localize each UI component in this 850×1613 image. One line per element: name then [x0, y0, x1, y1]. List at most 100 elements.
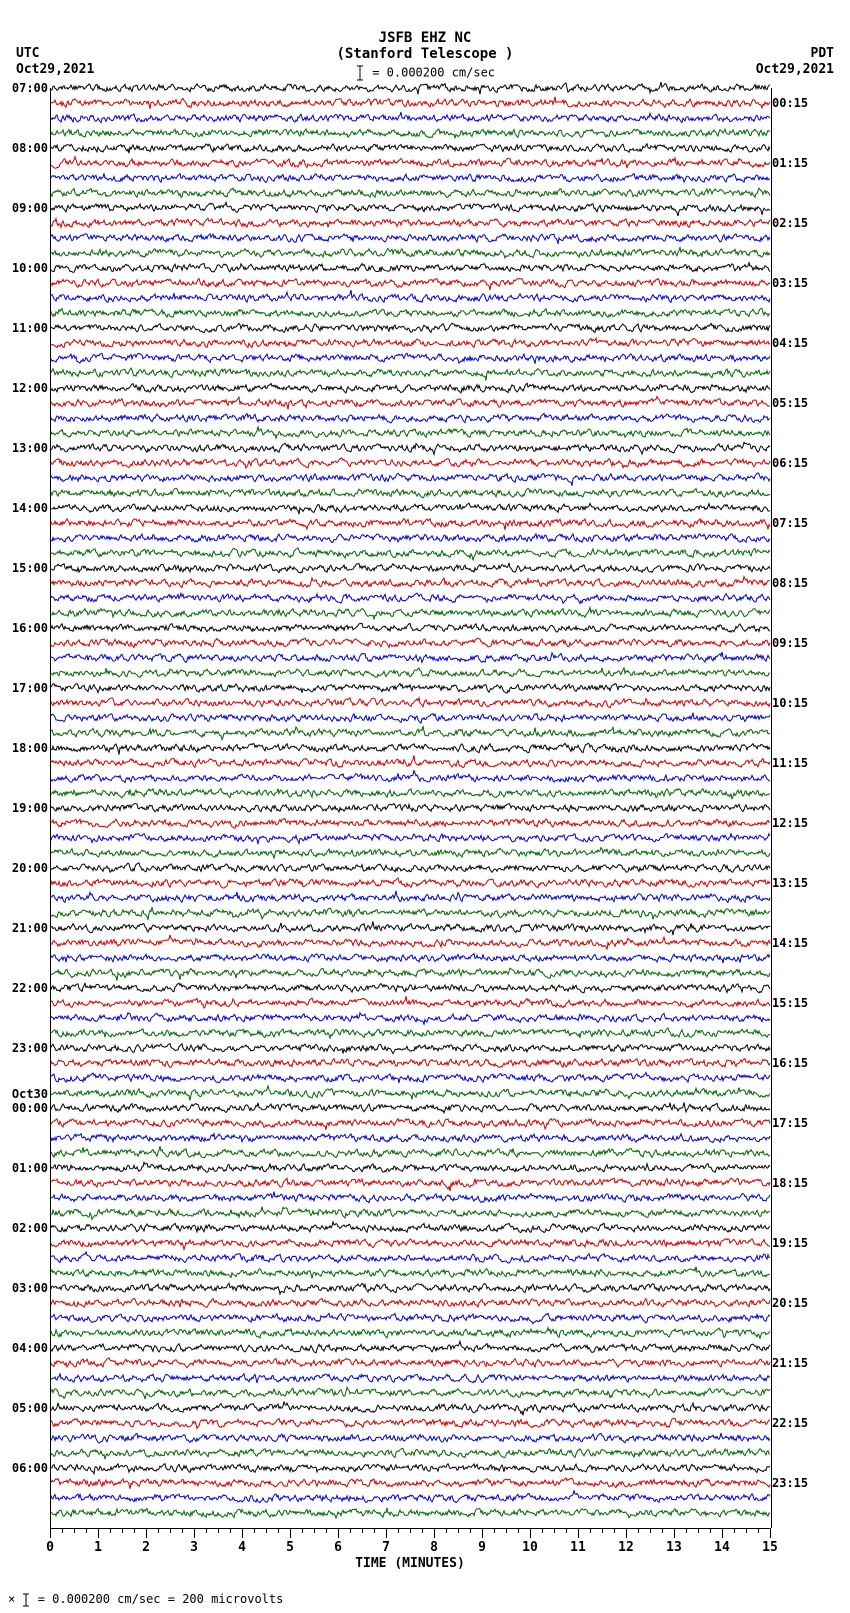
seismic-trace	[51, 515, 771, 531]
right-time-label: 22:15	[772, 1416, 808, 1430]
x-tick-minor	[110, 1528, 111, 1533]
seismic-trace	[51, 320, 771, 336]
left-time-label: 03:00	[12, 1281, 48, 1295]
seismic-trace	[51, 1010, 771, 1026]
seismic-trace	[51, 1235, 771, 1251]
footer-scale: × = 0.000200 cm/sec = 200 microvolts	[8, 1592, 283, 1607]
seismic-trace	[51, 380, 771, 396]
left-time-label: 22:00	[12, 981, 48, 995]
left-time-label: 17:00	[12, 681, 48, 695]
seismic-trace	[51, 1250, 771, 1266]
x-tick-minor	[218, 1528, 219, 1533]
seismic-trace	[51, 830, 771, 846]
x-tick-minor	[662, 1528, 663, 1533]
seismic-trace	[51, 800, 771, 816]
seismic-trace	[51, 275, 771, 291]
x-tick-label: 8	[430, 1540, 438, 1555]
x-tick-label: 0	[46, 1540, 54, 1555]
left-time-label: 18:00	[12, 741, 48, 755]
x-tick-minor	[590, 1528, 591, 1533]
seismic-trace	[51, 1100, 771, 1116]
seismic-trace	[51, 950, 771, 966]
footer-prefix: ×	[8, 1592, 15, 1606]
x-tick-minor	[302, 1528, 303, 1533]
x-tick-label: 5	[286, 1540, 294, 1555]
seismic-trace	[51, 725, 771, 741]
left-time-label: 14:00	[12, 501, 48, 515]
x-tick-label: 15	[762, 1540, 778, 1555]
seismic-trace	[51, 290, 771, 306]
x-tick-minor	[362, 1528, 363, 1533]
x-tick-minor	[74, 1528, 75, 1533]
seismic-trace	[51, 1085, 771, 1101]
x-tick-minor	[422, 1528, 423, 1533]
x-tick-label: 13	[666, 1540, 682, 1555]
seismic-trace	[51, 140, 771, 156]
left-time-label: 23:00	[12, 1041, 48, 1055]
x-tick-major	[98, 1528, 99, 1538]
seismic-trace	[51, 770, 771, 786]
x-tick-minor	[494, 1528, 495, 1533]
seismic-trace	[51, 1295, 771, 1311]
seismic-trace	[51, 410, 771, 426]
x-tick-minor	[206, 1528, 207, 1533]
date-rollover-label: Oct30	[12, 1087, 48, 1101]
right-time-label: 03:15	[772, 276, 808, 290]
x-tick-major	[242, 1528, 243, 1538]
x-tick-major	[338, 1528, 339, 1538]
seismic-trace	[51, 545, 771, 561]
x-tick-label: 10	[522, 1540, 538, 1555]
x-tick-minor	[710, 1528, 711, 1533]
x-tick-major	[482, 1528, 483, 1538]
footer-text: = 0.000200 cm/sec = 200 microvolts	[38, 1592, 284, 1606]
right-time-label: 12:15	[772, 816, 808, 830]
seismic-trace	[51, 755, 771, 771]
seismic-trace	[51, 1385, 771, 1401]
seismic-trace	[51, 230, 771, 246]
seismic-trace	[51, 470, 771, 486]
seismic-trace	[51, 1505, 771, 1521]
x-tick-label: 7	[382, 1540, 390, 1555]
x-tick-minor	[734, 1528, 735, 1533]
x-tick-minor	[374, 1528, 375, 1533]
seismic-trace	[51, 1265, 771, 1281]
seismic-trace	[51, 455, 771, 471]
x-tick-major	[722, 1528, 723, 1538]
x-tick-minor	[410, 1528, 411, 1533]
x-tick-minor	[134, 1528, 135, 1533]
seismic-trace	[51, 350, 771, 366]
seismic-trace	[51, 1205, 771, 1221]
seismic-trace	[51, 665, 771, 681]
seismic-trace	[51, 1460, 771, 1476]
x-tick-minor	[446, 1528, 447, 1533]
right-time-label: 08:15	[772, 576, 808, 590]
seismic-trace	[51, 620, 771, 636]
right-time-label: 23:15	[772, 1476, 808, 1490]
left-time-label: 13:00	[12, 441, 48, 455]
seismic-trace	[51, 1025, 771, 1041]
right-time-label: 07:15	[772, 516, 808, 530]
seismic-trace	[51, 185, 771, 201]
right-time-label: 15:15	[772, 996, 808, 1010]
seismic-trace	[51, 425, 771, 441]
x-tick-major	[626, 1528, 627, 1538]
x-tick-minor	[266, 1528, 267, 1533]
x-tick-minor	[506, 1528, 507, 1533]
x-tick-label: 9	[478, 1540, 486, 1555]
seismic-trace	[51, 305, 771, 321]
x-tick-minor	[170, 1528, 171, 1533]
x-tick-major	[434, 1528, 435, 1538]
seismic-trace	[51, 1070, 771, 1086]
seismic-trace	[51, 1175, 771, 1191]
seismic-trace	[51, 1430, 771, 1446]
seismic-trace	[51, 860, 771, 876]
left-time-label: 00:00	[12, 1101, 48, 1115]
x-tick-minor	[326, 1528, 327, 1533]
right-time-label: 17:15	[772, 1116, 808, 1130]
x-tick-minor	[86, 1528, 87, 1533]
x-tick-minor	[158, 1528, 159, 1533]
left-time-label: 01:00	[12, 1161, 48, 1175]
right-time-label: 06:15	[772, 456, 808, 470]
seismic-trace	[51, 965, 771, 981]
x-tick-minor	[458, 1528, 459, 1533]
